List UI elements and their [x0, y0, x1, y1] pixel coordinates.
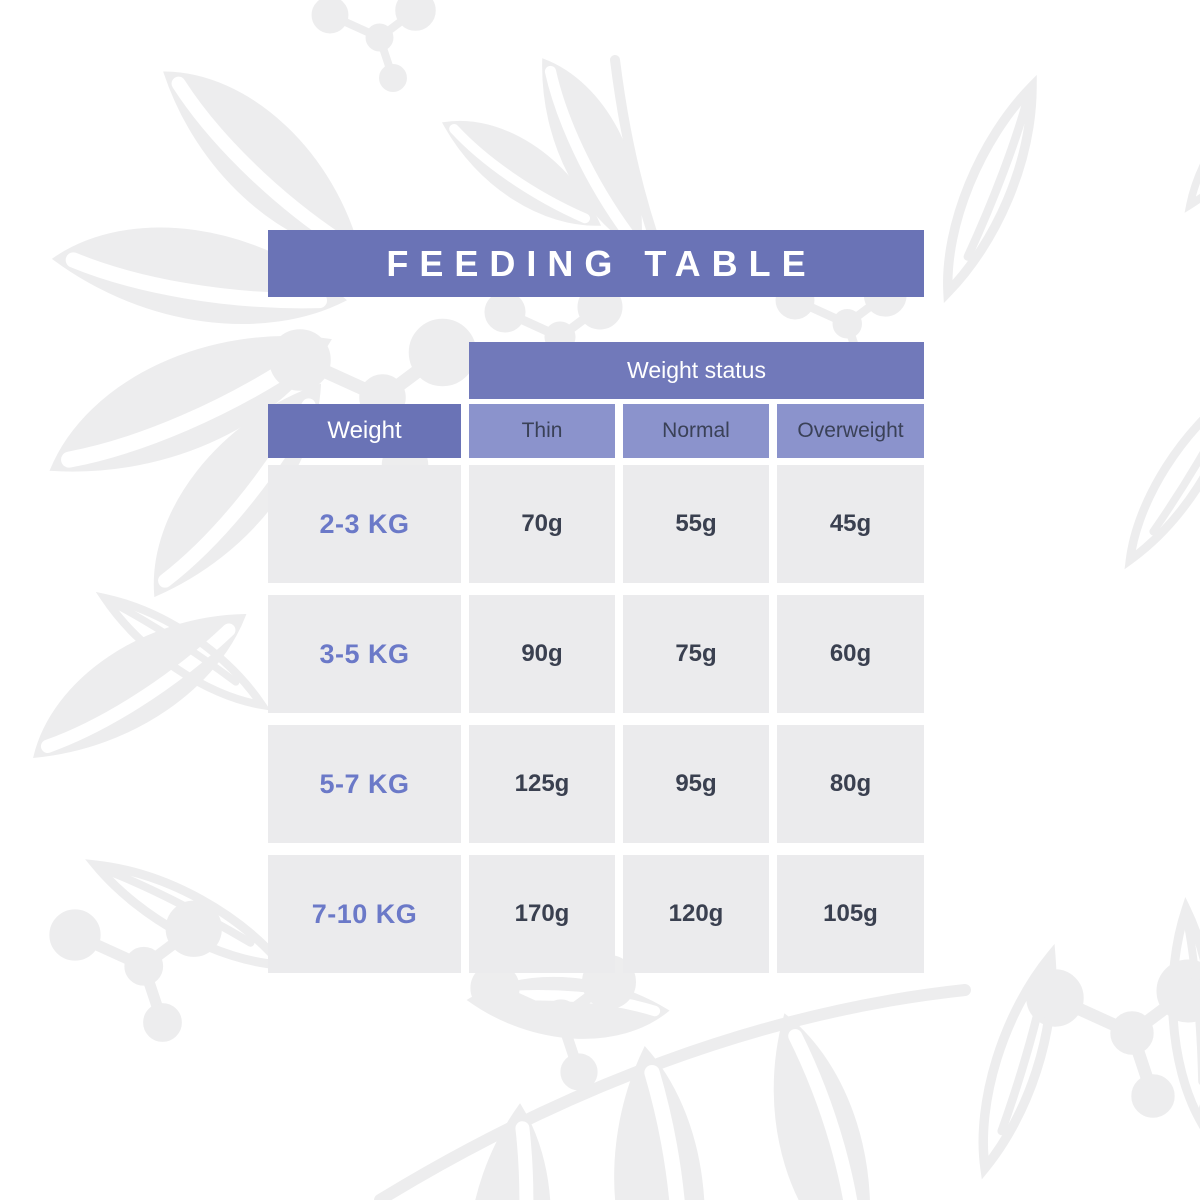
row-label: 3-5 KG — [268, 595, 461, 713]
value-cell: 45g — [777, 465, 924, 583]
table-row: 5-7 KG 125g 95g 80g — [268, 725, 924, 843]
value-cell: 55g — [623, 465, 769, 583]
row-label: 5-7 KG — [268, 725, 461, 843]
column-header-row: Weight Thin Normal Overweight — [268, 404, 924, 458]
value-cell: 170g — [469, 855, 615, 973]
column-header-weight: Weight — [268, 404, 461, 458]
feeding-table: FEEDING TABLE Weight status Weight Thin … — [268, 230, 924, 973]
column-header-normal-label: Normal — [662, 419, 730, 442]
table-title: FEEDING TABLE — [386, 242, 817, 284]
table-row: 7-10 KG 170g 120g 105g — [268, 855, 924, 973]
table-row: 2-3 KG 70g 55g 45g — [268, 465, 924, 583]
value-cell: 70g — [469, 465, 615, 583]
value-cell: 95g — [623, 725, 769, 843]
column-header-thin: Thin — [469, 404, 615, 458]
value-cell: 60g — [777, 595, 924, 713]
value-cell: 75g — [623, 595, 769, 713]
column-header-overweight-label: Overweight — [797, 419, 904, 442]
weight-status-label: Weight status — [627, 357, 766, 383]
value-cell: 120g — [623, 855, 769, 973]
row-label: 7-10 KG — [268, 855, 461, 973]
value-cell: 125g — [469, 725, 615, 843]
column-header-overweight: Overweight — [777, 404, 924, 458]
row-label: 2-3 KG — [268, 465, 461, 583]
table-title-bar: FEEDING TABLE — [268, 230, 924, 297]
column-header-weight-label: Weight — [327, 417, 402, 444]
column-header-thin-label: Thin — [521, 419, 563, 442]
table-row: 3-5 KG 90g 75g 60g — [268, 595, 924, 713]
value-cell: 105g — [777, 855, 924, 973]
column-header-normal: Normal — [623, 404, 769, 458]
value-cell: 90g — [469, 595, 615, 713]
weight-status-group-header: Weight status — [469, 342, 924, 399]
value-cell: 80g — [777, 725, 924, 843]
